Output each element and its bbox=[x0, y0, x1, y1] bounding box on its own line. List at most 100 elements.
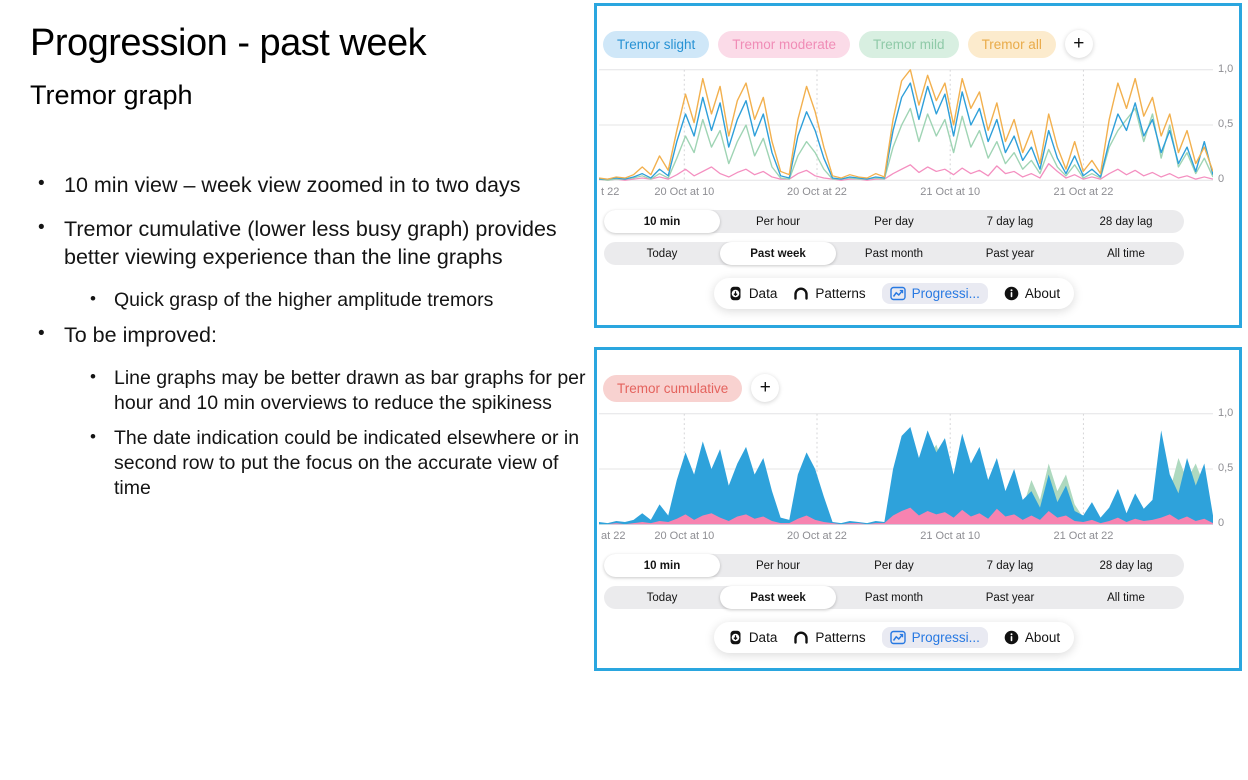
bullet-subitem: The date indication could be indicated e… bbox=[90, 426, 590, 502]
tab-past-month[interactable]: Past month bbox=[864, 591, 924, 604]
bullet-text: Tremor cumulative (lower less busy graph… bbox=[64, 216, 557, 269]
interval-tabs: 10 min Per hour Per day 7 day lag 28 day… bbox=[604, 210, 1184, 233]
bullet-subitem: Quick grasp of the higher amplitude trem… bbox=[90, 288, 590, 313]
x-tick: 20 Oct at 10 bbox=[654, 530, 715, 542]
nav-label: Patterns bbox=[815, 630, 866, 645]
tab-all-time[interactable]: All time bbox=[1107, 591, 1145, 604]
page-subtitle: Tremor graph bbox=[30, 80, 193, 110]
add-graph-button[interactable]: + bbox=[751, 374, 780, 402]
chip-tremor-moderate[interactable]: Tremor moderate bbox=[718, 30, 851, 58]
range-tabs: Today Past week Past month Past year All… bbox=[604, 242, 1184, 265]
bottom-nav: Data Patterns Progressi... About bbox=[713, 622, 1075, 653]
watch-download-icon bbox=[728, 286, 743, 301]
tab-7-day-lag[interactable]: 7 day lag bbox=[986, 215, 1034, 228]
interval-tabs: 10 min Per hour Per day 7 day lag 28 day… bbox=[604, 554, 1184, 577]
y-tick: 0,5 bbox=[1218, 118, 1234, 130]
tab-per-hour[interactable]: Per hour bbox=[755, 215, 801, 228]
x-tick: 20 Oct at 10 bbox=[654, 186, 715, 198]
chip-tremor-mild[interactable]: Tremor mild bbox=[859, 30, 959, 58]
nav-about[interactable]: About bbox=[1004, 286, 1060, 301]
x-tick: 20 Oct at 22 bbox=[787, 530, 847, 542]
tab-per-day[interactable]: Per day bbox=[874, 559, 914, 572]
tab-past-year[interactable]: Past year bbox=[985, 247, 1035, 260]
x-tick: 21 Oct at 10 bbox=[920, 186, 981, 198]
tab-28-day-lag[interactable]: 28 day lag bbox=[1099, 215, 1153, 228]
graph-chip-row: Tremor slight Tremor moderate Tremor mil… bbox=[603, 30, 1239, 58]
tremor-cumulative-chart bbox=[599, 410, 1213, 528]
add-graph-button[interactable]: + bbox=[1064, 30, 1093, 58]
bullet-text: 10 min view – week view zoomed in to two… bbox=[64, 173, 521, 197]
y-tick: 0 bbox=[1218, 517, 1225, 529]
tab-10-min[interactable]: 10 min bbox=[604, 554, 720, 577]
bullet-text: To be improved: bbox=[64, 323, 217, 348]
area-chart-svg bbox=[599, 413, 1213, 525]
nav-data[interactable]: Data bbox=[728, 630, 778, 645]
bullet-item: Tremor cumulative (lower less busy graph… bbox=[38, 216, 590, 272]
pattern-arc-icon bbox=[793, 286, 809, 301]
nav-patterns[interactable]: Patterns bbox=[793, 286, 866, 301]
tab-past-week[interactable]: Past week bbox=[720, 586, 836, 609]
nav-label: Progressi... bbox=[911, 630, 980, 645]
bottom-nav: Data Patterns Progressi... About bbox=[713, 278, 1075, 309]
nav-label: Data bbox=[748, 286, 778, 301]
x-axis-labels: at 22 20 Oct at 10 20 Oct at 22 21 Oct a… bbox=[599, 530, 1213, 546]
nav-label: Data bbox=[748, 630, 778, 645]
app-screenshot-line-graphs: Tremor slight Tremor moderate Tremor mil… bbox=[594, 3, 1242, 328]
tab-10-min[interactable]: 10 min bbox=[604, 210, 720, 233]
tab-past-year[interactable]: Past year bbox=[985, 591, 1035, 604]
tab-today[interactable]: Today bbox=[646, 591, 678, 604]
chip-tremor-all[interactable]: Tremor all bbox=[967, 30, 1056, 58]
y-tick: 1,0 bbox=[1218, 63, 1234, 75]
bullet-text: Line graphs may be better drawn as bar g… bbox=[114, 367, 586, 415]
tab-28-day-lag[interactable]: 28 day lag bbox=[1099, 559, 1153, 572]
bullet-item: To be improved: bbox=[38, 322, 590, 350]
x-tick: 20 Oct at 22 bbox=[787, 186, 847, 198]
nav-label: Progressi... bbox=[911, 286, 980, 301]
nav-progression[interactable]: Progressi... bbox=[881, 283, 988, 304]
x-tick: 21 Oct at 10 bbox=[920, 530, 981, 542]
y-axis-labels: 1,0 0,5 0 bbox=[1213, 407, 1239, 529]
info-icon bbox=[1004, 630, 1019, 645]
bullet-text: Quick grasp of the higher amplitude trem… bbox=[114, 288, 494, 311]
graph-chip-row: Tremor cumulative + bbox=[603, 374, 1239, 402]
range-tabs: Today Past week Past month Past year All… bbox=[604, 586, 1184, 609]
nav-label: About bbox=[1024, 286, 1061, 301]
app-screenshot-cumulative-graph: Tremor cumulative + 1,0 0,5 0 at 22 20 O… bbox=[594, 347, 1242, 671]
line-chart-icon bbox=[889, 630, 906, 645]
tab-per-hour[interactable]: Per hour bbox=[755, 559, 801, 572]
y-tick: 0,5 bbox=[1218, 462, 1234, 474]
page-title: Progression - past week bbox=[30, 22, 427, 64]
tab-per-day[interactable]: Per day bbox=[874, 215, 914, 228]
nav-patterns[interactable]: Patterns bbox=[793, 630, 866, 645]
y-tick: 1,0 bbox=[1218, 407, 1234, 419]
x-tick: t 22 bbox=[601, 186, 620, 198]
bullet-subitem: Line graphs may be better drawn as bar g… bbox=[90, 366, 590, 417]
bullet-list: 10 min view – week view zoomed in to two… bbox=[38, 172, 590, 511]
y-axis-labels: 1,0 0,5 0 bbox=[1213, 63, 1239, 185]
chip-tremor-cumulative[interactable]: Tremor cumulative bbox=[603, 374, 743, 402]
nav-data[interactable]: Data bbox=[728, 286, 778, 301]
watch-download-icon bbox=[728, 630, 743, 645]
line-chart-icon bbox=[889, 286, 906, 301]
tab-all-time[interactable]: All time bbox=[1107, 247, 1145, 260]
tab-today[interactable]: Today bbox=[646, 247, 678, 260]
x-tick: 21 Oct at 22 bbox=[1053, 530, 1114, 542]
nav-about[interactable]: About bbox=[1004, 630, 1060, 645]
tab-7-day-lag[interactable]: 7 day lag bbox=[986, 559, 1034, 572]
nav-label: About bbox=[1024, 630, 1061, 645]
y-tick: 0 bbox=[1218, 173, 1225, 185]
tremor-line-chart bbox=[599, 66, 1213, 184]
x-tick: at 22 bbox=[601, 530, 626, 542]
line-chart-svg bbox=[599, 69, 1213, 181]
bullet-item: 10 min view – week view zoomed in to two… bbox=[38, 172, 590, 200]
bullet-text: The date indication could be indicated e… bbox=[114, 426, 580, 500]
chip-tremor-slight[interactable]: Tremor slight bbox=[603, 30, 710, 58]
nav-progression[interactable]: Progressi... bbox=[881, 627, 988, 648]
x-axis-labels: t 22 20 Oct at 10 20 Oct at 22 21 Oct at… bbox=[599, 186, 1213, 202]
x-tick: 21 Oct at 22 bbox=[1053, 186, 1114, 198]
info-icon bbox=[1004, 286, 1019, 301]
tab-past-week[interactable]: Past week bbox=[720, 242, 836, 265]
tab-past-month[interactable]: Past month bbox=[864, 247, 924, 260]
nav-label: Patterns bbox=[815, 286, 866, 301]
pattern-arc-icon bbox=[793, 630, 809, 645]
